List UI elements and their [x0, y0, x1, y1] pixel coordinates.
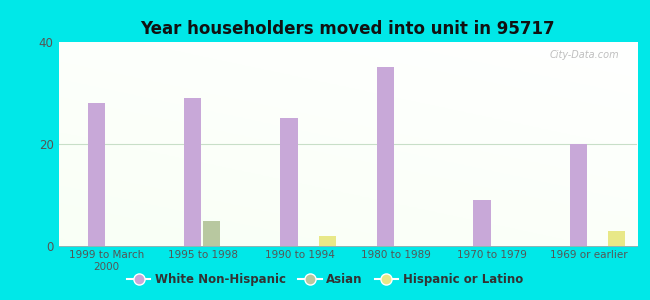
- Legend: White Non-Hispanic, Asian, Hispanic or Latino: White Non-Hispanic, Asian, Hispanic or L…: [122, 269, 528, 291]
- Bar: [318, 236, 336, 246]
- Bar: [203, 220, 220, 246]
- Bar: [280, 118, 298, 246]
- Bar: [184, 98, 202, 246]
- Bar: [569, 144, 587, 246]
- Bar: [88, 103, 105, 246]
- Title: Year householders moved into unit in 95717: Year householders moved into unit in 957…: [140, 20, 555, 38]
- Bar: [473, 200, 491, 246]
- Text: City-Data.com: City-Data.com: [550, 50, 619, 60]
- Bar: [377, 68, 394, 246]
- Bar: [608, 231, 625, 246]
